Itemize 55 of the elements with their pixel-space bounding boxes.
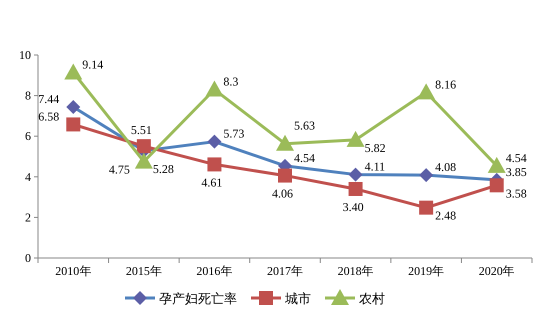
data-label: 4.11 [364,160,386,174]
point [207,157,222,172]
x-tick-label: 2019年 [408,264,444,278]
point [488,156,506,173]
data-label: 7.44 [38,92,60,106]
data-label: 5.82 [364,140,386,155]
data-label: 4.61 [201,175,222,190]
point [134,152,153,169]
data-label: 8.3 [223,74,238,89]
data-label: 3.40 [342,200,364,214]
data-label: 8.16 [435,77,456,92]
x-tick-label: 2017年 [267,264,303,278]
y-tick-label: 6 [25,129,31,144]
point [490,178,504,192]
data-label: 4.75 [108,162,130,177]
point [64,63,82,80]
x-tick-label: 2018年 [338,264,374,278]
point [417,83,436,100]
point [136,139,151,154]
data-label: 5.51 [130,123,152,138]
y-tick-label: 4 [25,170,31,184]
data-label: 5.63 [294,118,315,133]
data-label: 9.14 [82,57,104,72]
point [348,182,363,196]
y-tick-label: 8 [25,88,31,103]
x-tick-label: 2016年 [196,264,232,278]
data-label: 3.85 [506,164,527,179]
data-label: 5.73 [223,126,244,141]
point [66,117,80,132]
x-tick-label: 2015年 [126,264,162,278]
legend-label: 农村 [359,291,385,306]
point [346,130,365,147]
data-label: 4.08 [435,160,456,174]
data-label: 2.48 [435,208,456,223]
y-tick-label: 0 [25,251,31,265]
data-label: 6.58 [38,109,60,124]
point [276,134,294,151]
point [205,80,224,97]
data-label: 4.06 [272,186,293,201]
point [66,100,80,114]
data-label: 4.54 [506,150,527,165]
x-tick-label: 2020年 [478,264,515,278]
point [348,168,363,182]
point [278,168,292,183]
data-label: 5.28 [152,162,174,176]
legend-label: 孕产妇死亡率 [159,291,237,306]
point [419,168,434,182]
data-label: 3.58 [506,186,527,200]
y-tick-label: 2 [25,210,31,224]
x-tick-label: 2010年 [55,264,92,278]
point [207,134,222,149]
point [419,200,434,215]
legend-label: 城市 [284,291,311,306]
y-tick-label: 10 [19,48,31,62]
data-label: 4.54 [294,150,315,165]
